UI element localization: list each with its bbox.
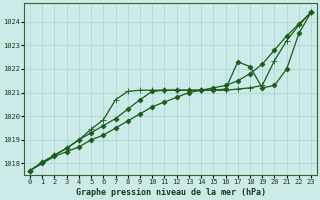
X-axis label: Graphe pression niveau de la mer (hPa): Graphe pression niveau de la mer (hPa) bbox=[76, 188, 266, 197]
